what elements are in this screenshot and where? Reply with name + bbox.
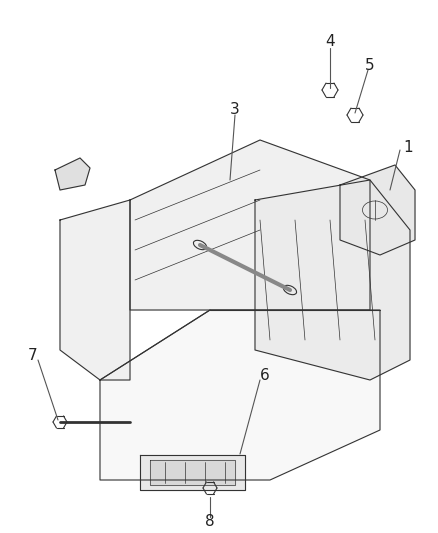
Polygon shape <box>340 165 415 255</box>
Text: 1: 1 <box>403 141 413 156</box>
Text: 8: 8 <box>205 513 215 529</box>
Polygon shape <box>55 158 90 190</box>
Polygon shape <box>60 200 130 380</box>
Polygon shape <box>130 140 370 310</box>
Polygon shape <box>140 455 245 490</box>
Text: 6: 6 <box>260 367 270 383</box>
Polygon shape <box>150 460 235 485</box>
Text: 7: 7 <box>28 348 38 362</box>
Text: 5: 5 <box>365 58 375 72</box>
Polygon shape <box>100 310 380 480</box>
Polygon shape <box>255 180 410 380</box>
Text: 4: 4 <box>325 35 335 50</box>
Text: 3: 3 <box>230 102 240 117</box>
